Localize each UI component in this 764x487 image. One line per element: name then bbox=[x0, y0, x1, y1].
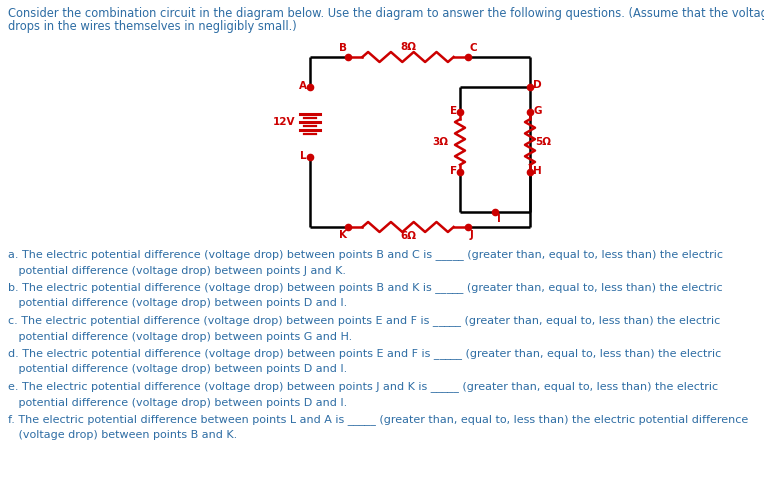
Text: d. The electric potential difference (voltage drop) between points E and F is __: d. The electric potential difference (vo… bbox=[8, 348, 721, 359]
Text: I: I bbox=[497, 214, 501, 224]
Text: E: E bbox=[450, 106, 457, 116]
Text: e. The electric potential difference (voltage drop) between points J and K is __: e. The electric potential difference (vo… bbox=[8, 381, 718, 392]
Text: (voltage drop) between points B and K.: (voltage drop) between points B and K. bbox=[8, 431, 238, 441]
Text: f. The electric potential difference between points L and A is _____ (greater th: f. The electric potential difference bet… bbox=[8, 414, 748, 425]
Text: 5Ω: 5Ω bbox=[535, 137, 551, 147]
Text: Consider the combination circuit in the diagram below. Use the diagram to answer: Consider the combination circuit in the … bbox=[8, 7, 764, 20]
Text: drops in the wires themselves in negligibly small.): drops in the wires themselves in negligi… bbox=[8, 20, 296, 33]
Text: A: A bbox=[299, 81, 307, 91]
Text: 8Ω: 8Ω bbox=[400, 42, 416, 52]
Text: B: B bbox=[339, 43, 347, 53]
Text: c. The electric potential difference (voltage drop) between points E and F is __: c. The electric potential difference (vo… bbox=[8, 315, 720, 326]
Text: C: C bbox=[470, 43, 478, 53]
Text: b. The electric potential difference (voltage drop) between points B and K is __: b. The electric potential difference (vo… bbox=[8, 282, 723, 293]
Text: K: K bbox=[339, 230, 347, 240]
Text: a. The electric potential difference (voltage drop) between points B and C is __: a. The electric potential difference (vo… bbox=[8, 249, 723, 260]
Text: 3Ω: 3Ω bbox=[432, 137, 448, 147]
Text: D: D bbox=[533, 80, 542, 90]
Text: F: F bbox=[450, 166, 457, 176]
Text: L: L bbox=[300, 151, 307, 161]
Text: 6Ω: 6Ω bbox=[400, 231, 416, 241]
Text: potential difference (voltage drop) between points G and H.: potential difference (voltage drop) betw… bbox=[8, 332, 352, 341]
Text: G: G bbox=[533, 106, 542, 116]
Text: potential difference (voltage drop) between points J and K.: potential difference (voltage drop) betw… bbox=[8, 265, 346, 276]
Text: H: H bbox=[533, 166, 542, 176]
Text: potential difference (voltage drop) between points D and I.: potential difference (voltage drop) betw… bbox=[8, 397, 348, 408]
Text: J: J bbox=[470, 230, 474, 240]
Text: potential difference (voltage drop) between points D and I.: potential difference (voltage drop) betw… bbox=[8, 299, 348, 308]
Text: 12V: 12V bbox=[273, 117, 295, 127]
Text: potential difference (voltage drop) between points D and I.: potential difference (voltage drop) betw… bbox=[8, 364, 348, 375]
